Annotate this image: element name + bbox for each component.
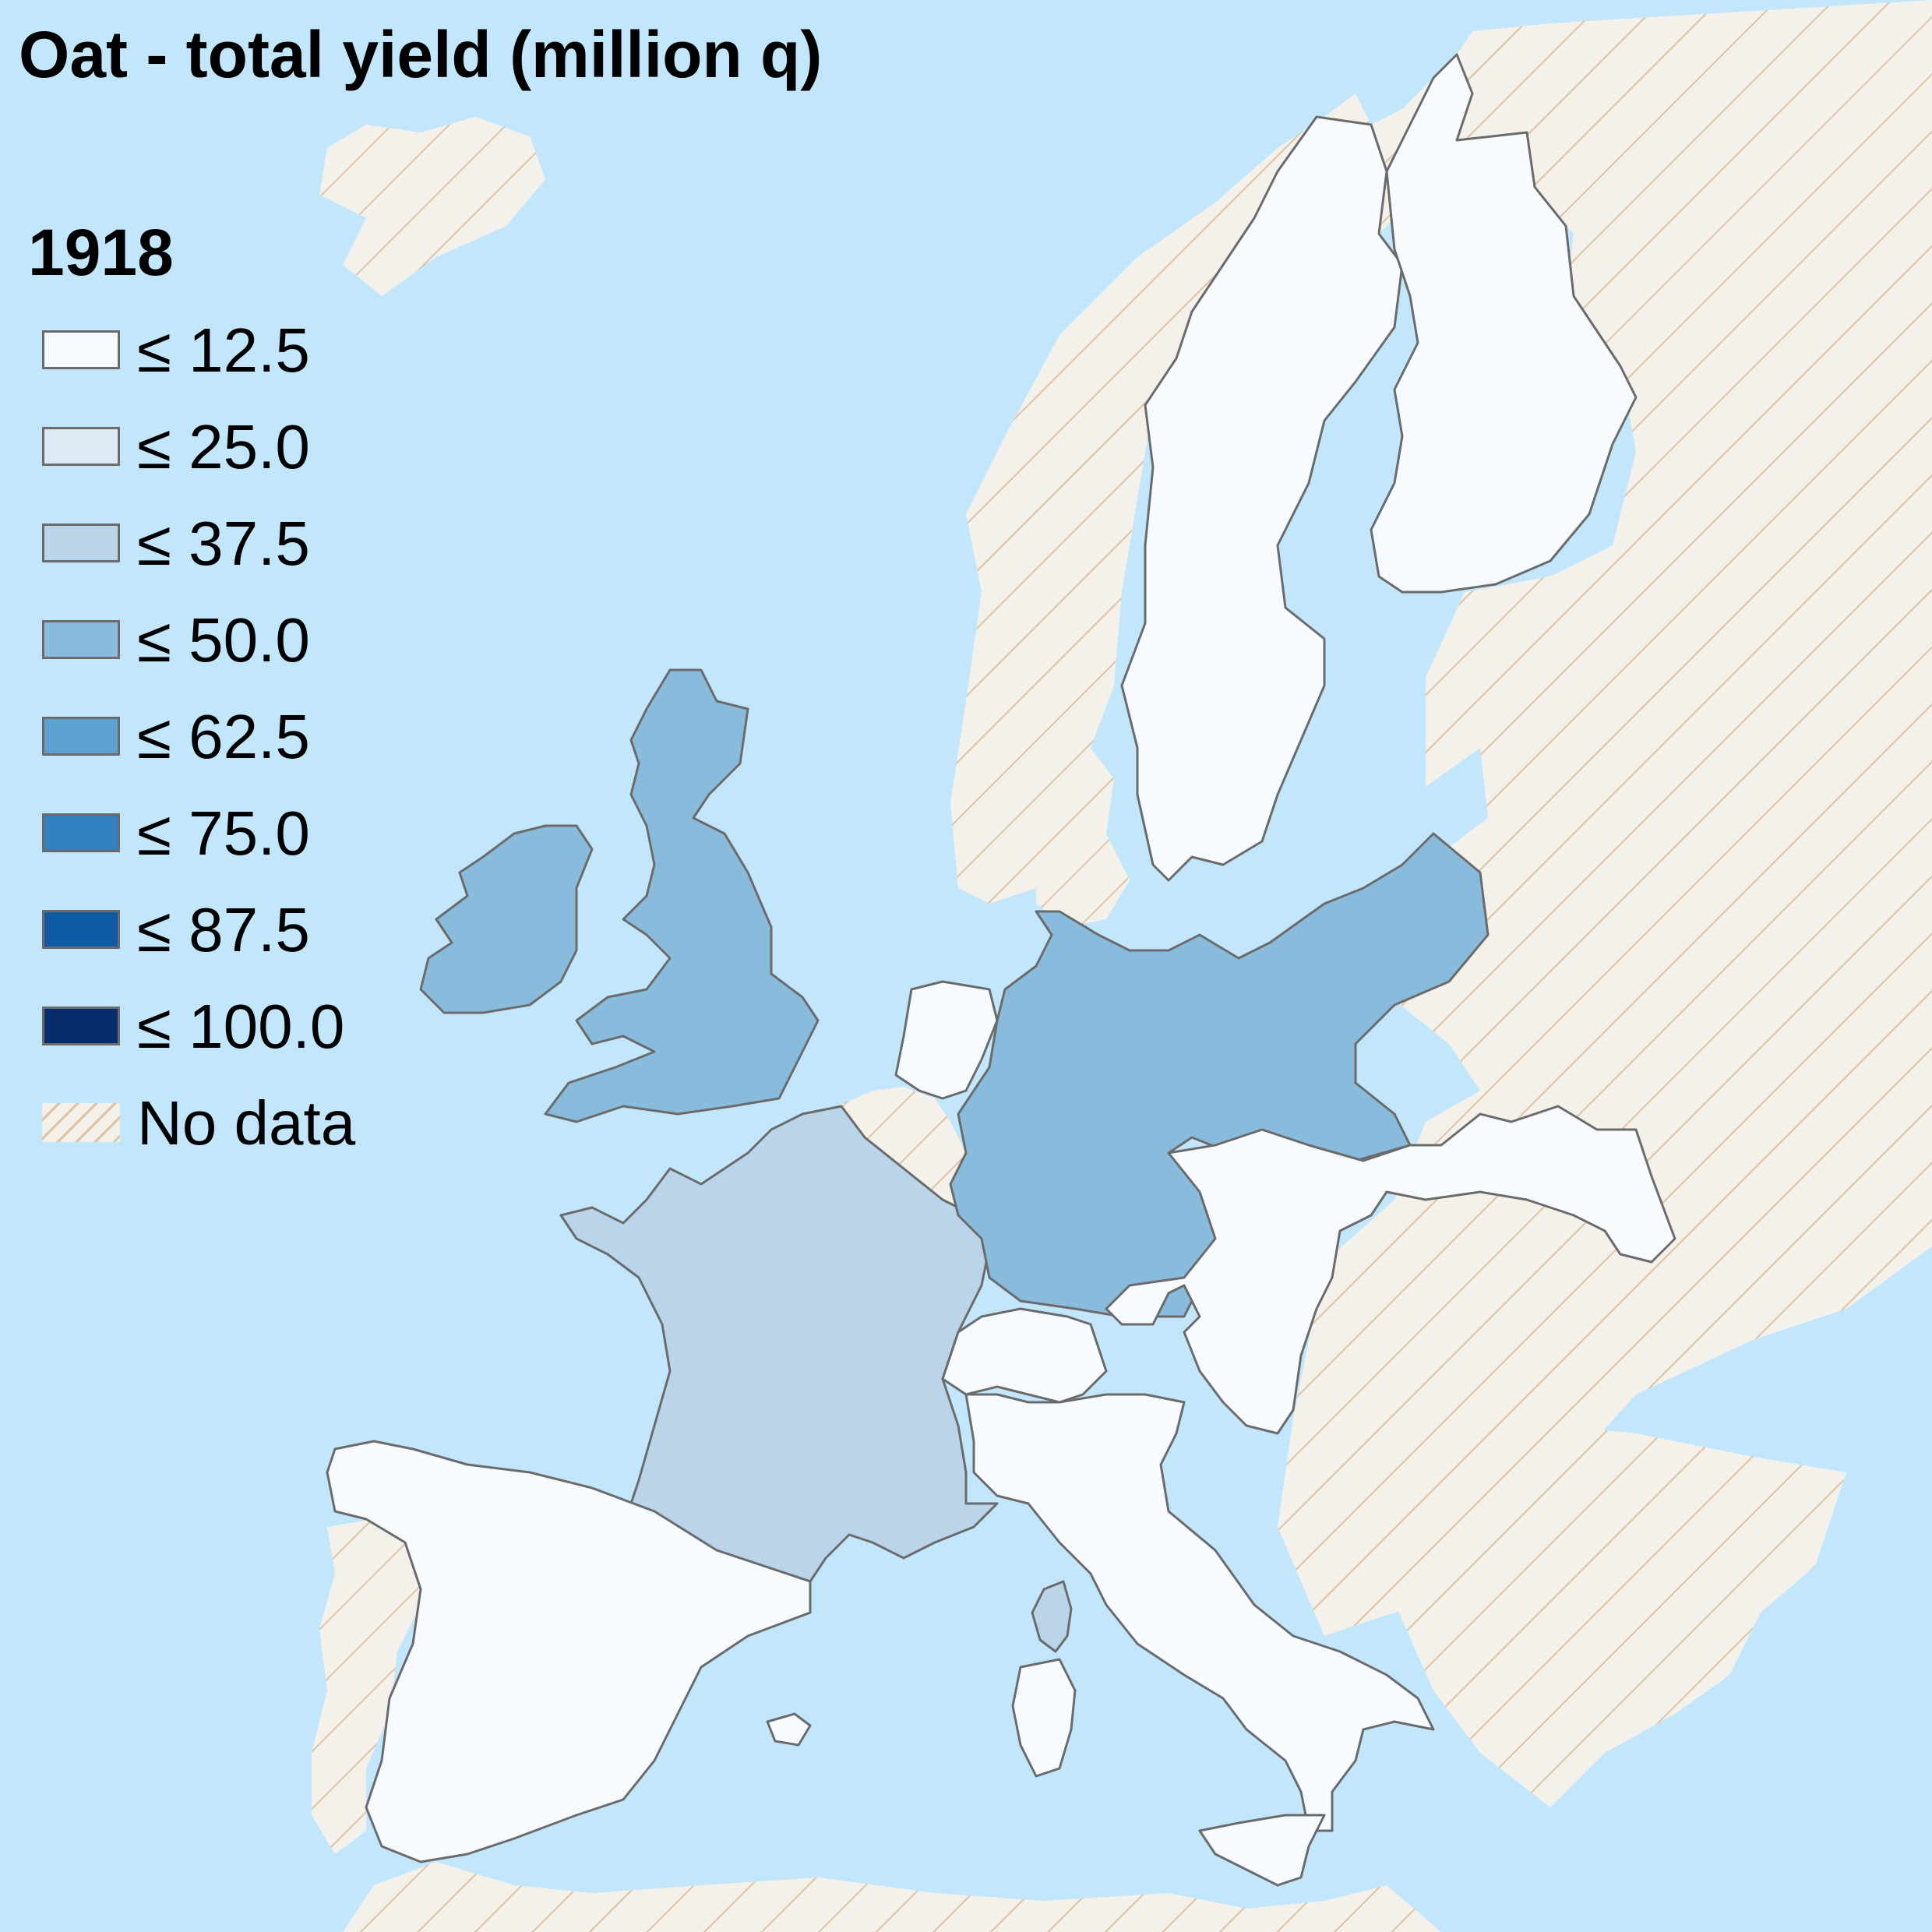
region-iceland <box>319 117 545 296</box>
region-austria-hungary <box>1105 1105 1676 1435</box>
region-russia-and-eastern-europe <box>1278 0 1932 1636</box>
region-finland <box>1370 53 1638 594</box>
legend-swatch <box>42 1007 120 1045</box>
legend-year: 1918 <box>28 216 174 289</box>
region-portugal <box>312 1519 421 1854</box>
legend-swatch <box>42 910 120 949</box>
map-title: Oat - total yield (million q) <box>19 18 823 91</box>
legend-label: No data <box>137 1088 356 1158</box>
legend-label: ≤ 75.0 <box>137 799 310 868</box>
legend-item-8: ≤ 100.0 <box>42 996 509 1058</box>
region-balkans <box>1293 1387 1846 1807</box>
region-north-africa <box>343 1862 1441 1932</box>
legend-item-3: ≤ 37.5 <box>42 513 509 575</box>
legend-swatch <box>42 524 120 562</box>
legend-swatch <box>42 620 120 659</box>
region-belgium <box>837 1087 966 1215</box>
region-united-kingdom <box>544 668 820 1123</box>
legend-label: ≤ 100.0 <box>137 992 345 1061</box>
region-sweden <box>1120 115 1404 882</box>
region-spain <box>326 1440 812 1863</box>
region-ireland <box>419 824 594 1014</box>
region-germany <box>949 832 1490 1318</box>
legend-swatch <box>42 1103 120 1142</box>
region-sardinia <box>1011 1658 1077 1778</box>
legend-label: ≤ 12.5 <box>137 316 310 385</box>
legend-label: ≤ 62.5 <box>137 702 310 771</box>
legend-item-6: ≤ 75.0 <box>42 802 509 865</box>
region-corsica <box>1031 1580 1073 1653</box>
legend-label: ≤ 87.5 <box>137 895 310 964</box>
legend-item-2: ≤ 25.0 <box>42 416 509 478</box>
legend-swatch <box>42 330 120 369</box>
legend-swatch <box>42 717 120 756</box>
legend-item-no-data: No data <box>42 1092 509 1155</box>
legend-swatch <box>42 813 120 852</box>
legend-item-7: ≤ 87.5 <box>42 899 509 961</box>
legend-item-4: ≤ 50.0 <box>42 609 509 672</box>
legend-item-1: ≤ 12.5 <box>42 319 509 382</box>
region-balearic-islands <box>766 1712 812 1747</box>
region-netherlands <box>894 980 999 1100</box>
region-italy <box>964 1393 1435 1832</box>
legend-label: ≤ 37.5 <box>137 509 310 578</box>
region-sicily <box>1198 1814 1326 1887</box>
region-denmark <box>1036 748 1130 927</box>
legend-item-5: ≤ 62.5 <box>42 706 509 768</box>
legend-label: ≤ 25.0 <box>137 412 310 481</box>
legend-label: ≤ 50.0 <box>137 605 310 675</box>
legend-swatch <box>42 427 120 466</box>
